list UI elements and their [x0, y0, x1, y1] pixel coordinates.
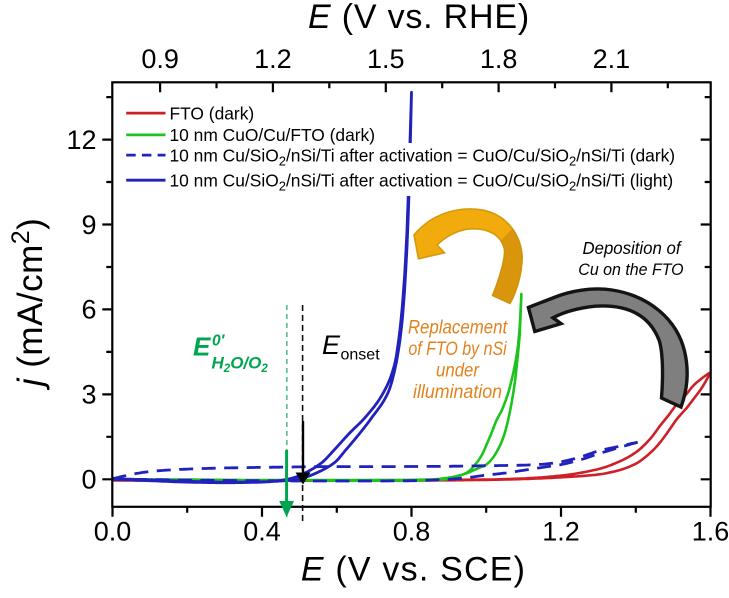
svg-text:10 nm Cu/SiO2/nSi/Ti after act: 10 nm Cu/SiO2/nSi/Ti after activation = … — [170, 145, 676, 168]
svg-text:E: E — [193, 332, 211, 362]
svg-text:2.1: 2.1 — [593, 44, 631, 74]
svg-text:12: 12 — [66, 125, 96, 155]
svg-text:9: 9 — [81, 210, 96, 240]
svg-text:E (V vs. SCE): E (V vs. SCE) — [301, 551, 526, 589]
svg-text:1.5: 1.5 — [367, 44, 405, 74]
svg-text:0′: 0′ — [212, 333, 226, 350]
svg-text:1.2: 1.2 — [542, 517, 580, 547]
svg-text:0.9: 0.9 — [141, 44, 179, 74]
svg-text:0.8: 0.8 — [393, 517, 431, 547]
svg-text:H2O/O2: H2O/O2 — [212, 354, 269, 376]
svg-text:6: 6 — [81, 295, 96, 325]
svg-text:0.0: 0.0 — [94, 517, 132, 547]
svg-text:FTO (dark): FTO (dark) — [170, 103, 255, 123]
svg-text:1.8: 1.8 — [480, 44, 518, 74]
svg-text:Deposition of: Deposition of — [583, 238, 683, 258]
svg-text:10 nm Cu/SiO2/nSi/Ti after act: 10 nm Cu/SiO2/nSi/Ti after activation = … — [170, 170, 674, 193]
svg-text:3: 3 — [81, 380, 96, 410]
svg-text:of FTO by nSi: of FTO by nSi — [408, 339, 507, 360]
svg-text:Replacement: Replacement — [408, 318, 508, 339]
svg-text:illumination: illumination — [413, 382, 502, 403]
svg-text:0: 0 — [81, 465, 96, 495]
svg-text:1.2: 1.2 — [254, 44, 292, 74]
svg-text:10 nm CuO/Cu/FTO (dark): 10 nm CuO/Cu/FTO (dark) — [170, 125, 376, 145]
svg-text:0.4: 0.4 — [243, 517, 281, 547]
svg-text:under: under — [436, 361, 480, 382]
svg-text:E: E — [322, 330, 341, 360]
svg-text:1.6: 1.6 — [692, 517, 729, 547]
svg-text:onset: onset — [341, 347, 381, 364]
svg-text:Cu on the FTO: Cu on the FTO — [578, 260, 683, 279]
svg-text:j (mA/cm2): j (mA/cm2) — [7, 218, 50, 391]
svg-text:E (V vs. RHE): E (V vs. RHE) — [308, 0, 530, 36]
